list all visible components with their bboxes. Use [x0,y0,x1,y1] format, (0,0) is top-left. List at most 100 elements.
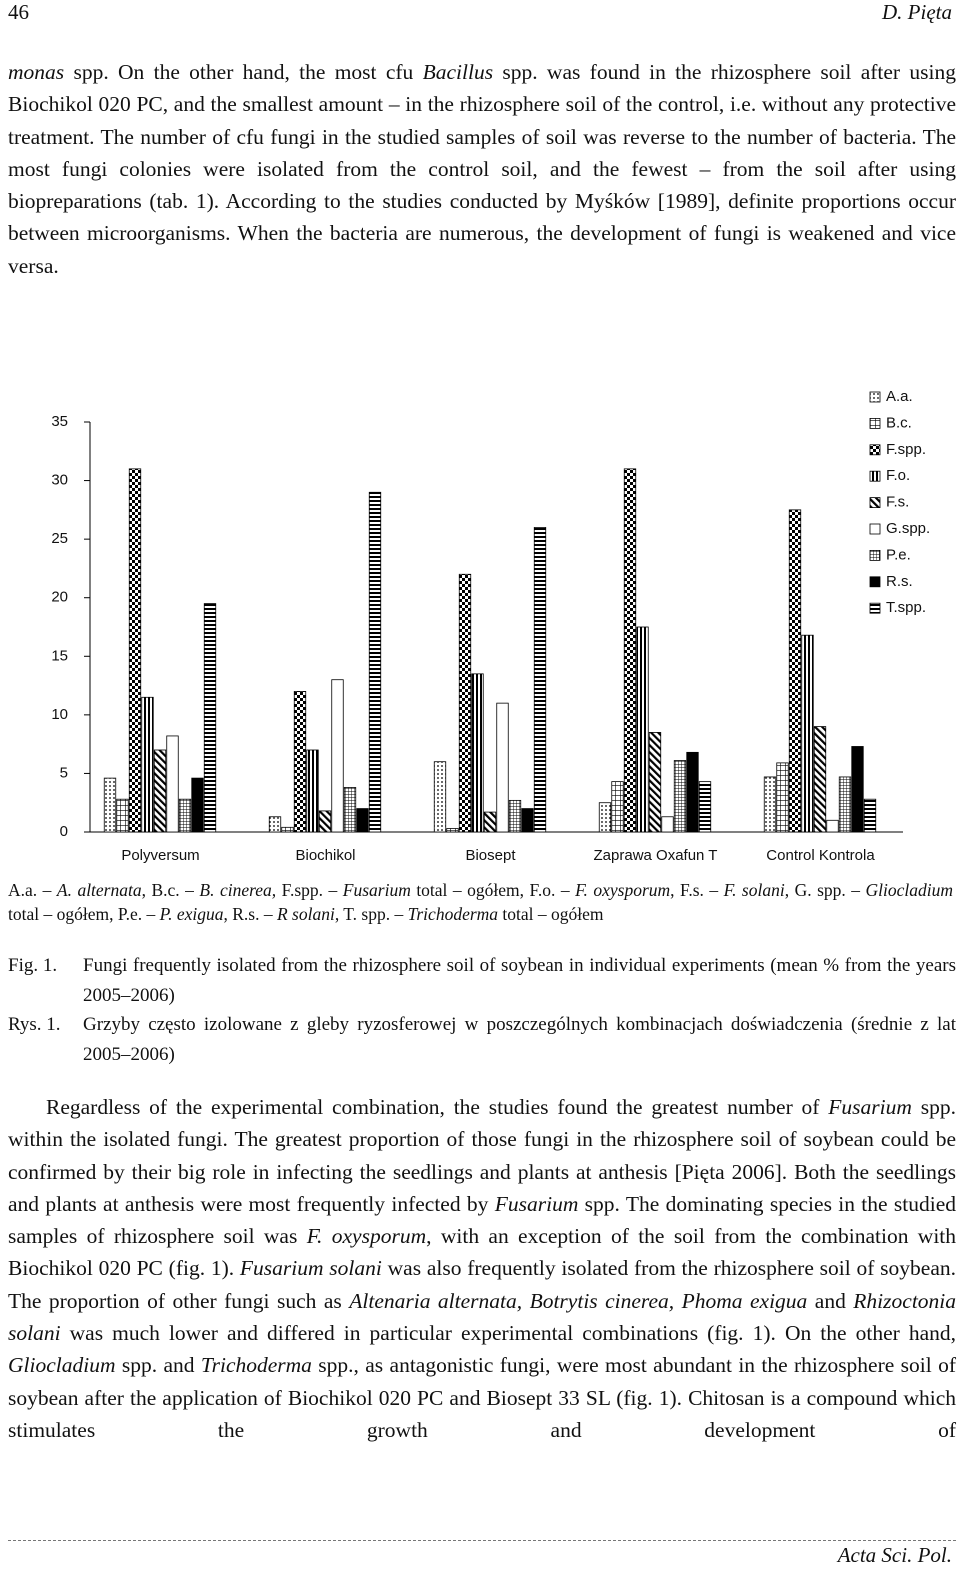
bar [471,673,484,833]
text-run: , B.c. – [141,880,200,900]
footer: Acta Sci. Pol. [837,1543,952,1567]
text-run: monas [8,60,65,84]
bar [851,746,864,833]
caption-label: Rys. 1. [8,1014,61,1035]
text-run: was also frequently isolated from the rh… [8,1256,956,1313]
bar [433,761,447,833]
caption: Rys. 1. Grzyby często izolowane z gleby r… [8,1010,956,1069]
text-run: Fusarium [494,1191,579,1216]
text-run: Regardless of the experimental combinati… [46,1095,829,1119]
bar [331,679,344,833]
bar [673,760,687,833]
text-run: and [807,1288,854,1313]
legend-label: F.spp. [886,441,926,458]
bar [128,468,142,833]
legend-swatch [869,576,881,588]
bar [698,781,712,833]
bar [776,762,789,833]
text-run: spp. The dominating species in the studi… [8,1191,956,1249]
bar [636,626,649,833]
bar [306,749,319,833]
text-run: F.spp. – [276,880,343,900]
text-run: total – ogółem [498,904,604,924]
y-tick-label: 30 [51,472,68,489]
bar [153,749,167,833]
text-run: A. alternata [56,880,142,900]
caption-text: Grzyby często izolowane z gleby ryzosfer… [83,1014,956,1065]
text-run: B. cinerea, [199,880,277,900]
chart-legend-note: A.a. – A. alternata, B.c. – B. cinerea, … [8,878,953,926]
text-run: Trichoderma [407,904,499,924]
text-run: Rhizoctonia solani [8,1288,957,1346]
page-number: 46 [8,0,29,24]
text-run: spp. within the isolated fungi. The grea… [8,1095,956,1216]
bar [318,810,332,833]
text-run: spp., as antagonistic fungi, were most a… [8,1353,956,1442]
legend-label: G.spp. [886,520,930,537]
bar [141,696,154,833]
caption-text: Fungi frequently isolated from the rhizo… [83,955,956,1006]
bar [356,808,369,833]
text-run: F. solani [723,880,785,900]
chart: 0 5 10 15 20 25 30 35 Polyversum Biochikol Biosept… [51,388,930,864]
text-run: was much lower and differed in particula… [60,1321,956,1346]
bar [813,726,827,833]
text-run: spp. On the other hand, the most cfu [64,60,423,84]
bar [458,573,472,833]
bar [661,816,674,833]
footer-rule [8,1540,956,1541]
x-tick-label: Polyversum [121,847,199,864]
text-run: A.a. – [8,880,57,900]
legend-label: B.c. [886,414,912,431]
legend-swatch [869,602,881,614]
bar [191,777,204,833]
text-run: F. oxysporum [306,1224,427,1249]
y-tick-label: 35 [51,413,68,430]
bar [203,603,217,833]
y-tick-label: 20 [51,589,68,606]
bar [116,798,129,833]
bar [268,816,282,833]
text-run: Bacillus [422,60,494,84]
text-run: Fusarium solani [239,1256,382,1281]
bar [368,491,382,833]
caption: Fig. 1. Fungi frequently isolated from th… [8,951,956,1010]
legend-swatch [869,470,881,482]
bar [611,781,624,833]
bar [801,634,814,833]
bar [863,798,877,833]
y-tick-label: 15 [51,647,68,664]
bar [293,691,307,833]
x-tick-label: Biochikol [295,847,355,864]
bar [648,732,662,833]
bar [103,777,117,833]
bar [343,787,357,833]
paragraph: Regardless of the experimental combinati… [8,1091,956,1446]
text-run: R solani [276,904,335,924]
x-tick-label: Zaprawa Oxafun T [594,847,718,864]
y-tick-label: 25 [51,530,68,547]
bar [826,819,839,833]
y-tick-label: 0 [60,823,68,840]
bar [483,811,497,833]
bar [508,799,522,833]
text-run: F. oxysporum [575,880,671,900]
legend-swatch [869,497,881,508]
y-tick-label: 10 [51,706,68,723]
legend-label: P.e. [886,546,911,563]
text-run: , R.s. – [223,904,277,924]
text-run: Gliocladium [865,880,954,900]
caption-label: Fig. 1. [8,955,58,976]
text-run: total – ogółem, F.o. – [410,880,576,900]
y-tick-label: 5 [60,764,68,781]
legend-label: F.o. [886,467,910,484]
bar [521,808,534,833]
paragraph: monas spp. On the other hand, the most c… [8,56,956,282]
text-run: , G. spp. – [784,880,866,900]
text-run: P. exigua [159,904,224,924]
bar [788,509,802,833]
bar [533,527,547,833]
x-tick-label: Control Kontrola [766,847,875,864]
text-run: Trichoderma [200,1353,312,1378]
